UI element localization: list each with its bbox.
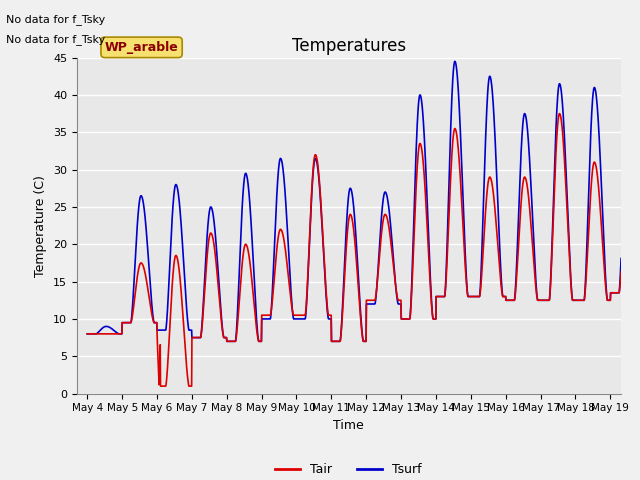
Title: Temperatures: Temperatures xyxy=(292,36,406,55)
Text: No data for f_Tsky: No data for f_Tsky xyxy=(6,14,106,25)
Text: WP_arable: WP_arable xyxy=(105,41,179,54)
X-axis label: Time: Time xyxy=(333,419,364,432)
Text: No data for f_Tsky: No data for f_Tsky xyxy=(6,34,106,45)
Legend: Tair, Tsurf: Tair, Tsurf xyxy=(271,458,427,480)
Y-axis label: Temperature (C): Temperature (C) xyxy=(35,175,47,276)
